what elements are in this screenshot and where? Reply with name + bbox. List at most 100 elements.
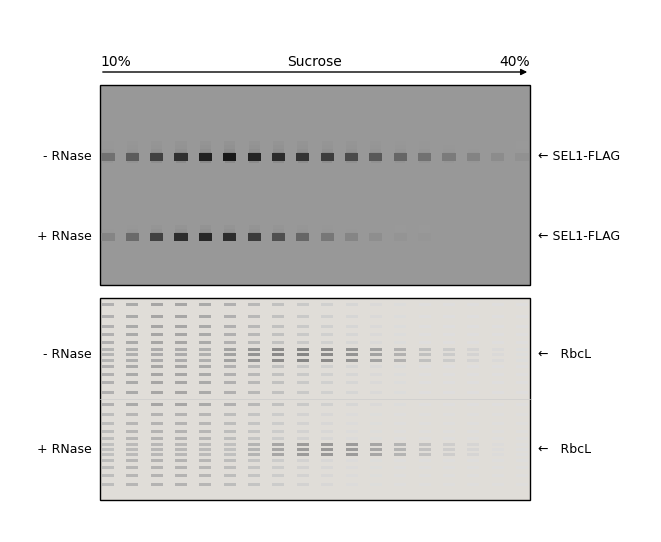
Bar (467, 437, 479, 440)
Bar (200, 403, 212, 406)
Bar (322, 159, 332, 163)
Bar (175, 341, 187, 344)
Bar (467, 359, 479, 362)
Bar (175, 422, 187, 425)
Bar (517, 159, 527, 163)
Bar (248, 348, 260, 351)
Bar (200, 474, 212, 478)
Bar (443, 373, 455, 376)
Bar (175, 483, 187, 486)
Bar (200, 373, 212, 376)
Bar (492, 325, 504, 328)
Bar (200, 365, 212, 369)
Bar (175, 348, 187, 351)
Bar (175, 333, 187, 336)
Bar (346, 303, 358, 306)
Bar (418, 333, 430, 336)
Bar (224, 430, 236, 433)
Bar (492, 413, 504, 416)
Bar (516, 437, 528, 440)
Bar (443, 466, 455, 469)
Bar (467, 483, 479, 486)
Bar (395, 224, 406, 229)
Bar (200, 437, 212, 440)
Bar (394, 443, 407, 446)
Bar (516, 422, 528, 425)
Bar (200, 448, 212, 451)
Bar (346, 381, 358, 384)
Bar (321, 403, 333, 406)
Bar (418, 466, 430, 469)
Bar (248, 403, 260, 406)
Bar (273, 228, 284, 232)
Bar (516, 448, 528, 451)
Bar (321, 437, 333, 440)
Bar (200, 443, 212, 446)
Bar (370, 437, 382, 440)
Bar (394, 403, 407, 406)
Bar (248, 373, 260, 376)
Bar (248, 459, 260, 462)
Bar (248, 341, 260, 344)
Bar (443, 365, 455, 369)
Bar (370, 373, 382, 376)
Text: Sucrose: Sucrose (288, 55, 342, 69)
Bar (346, 231, 357, 236)
Bar (175, 466, 187, 469)
Bar (370, 359, 382, 362)
Bar (467, 430, 479, 433)
Bar (175, 391, 187, 395)
Bar (102, 381, 114, 384)
Bar (418, 153, 431, 161)
Bar (297, 403, 309, 406)
Bar (126, 483, 138, 486)
Bar (370, 453, 382, 456)
Bar (468, 145, 479, 149)
Bar (126, 303, 138, 306)
Bar (418, 483, 430, 486)
Bar (224, 341, 236, 344)
Bar (297, 152, 309, 156)
Bar (321, 353, 333, 356)
Bar (346, 430, 358, 433)
Bar (126, 348, 138, 351)
Bar (126, 391, 138, 395)
Bar (467, 353, 479, 356)
Bar (370, 443, 382, 446)
Bar (370, 145, 381, 149)
Bar (321, 348, 333, 351)
Bar (346, 483, 358, 486)
Bar (297, 359, 309, 362)
Bar (346, 403, 358, 406)
Bar (200, 453, 212, 456)
Bar (151, 422, 163, 425)
Bar (151, 141, 163, 145)
Bar (369, 233, 383, 241)
Bar (151, 303, 163, 306)
Bar (442, 153, 455, 161)
Bar (272, 333, 284, 336)
Bar (272, 474, 284, 478)
Bar (370, 459, 382, 462)
Bar (249, 159, 259, 163)
Bar (297, 348, 309, 351)
Bar (223, 233, 237, 241)
Bar (272, 437, 284, 440)
Bar (418, 430, 430, 433)
Bar (516, 152, 527, 156)
Bar (126, 365, 138, 369)
Bar (272, 413, 284, 416)
Bar (516, 348, 528, 351)
Bar (321, 233, 334, 241)
Bar (444, 141, 455, 145)
Bar (102, 141, 114, 145)
Bar (467, 413, 479, 416)
Bar (126, 373, 138, 376)
Bar (272, 443, 284, 446)
Bar (394, 341, 407, 344)
Bar (273, 148, 284, 152)
Bar (346, 466, 358, 469)
Bar (418, 448, 430, 451)
Bar (273, 141, 284, 145)
Bar (516, 145, 527, 149)
